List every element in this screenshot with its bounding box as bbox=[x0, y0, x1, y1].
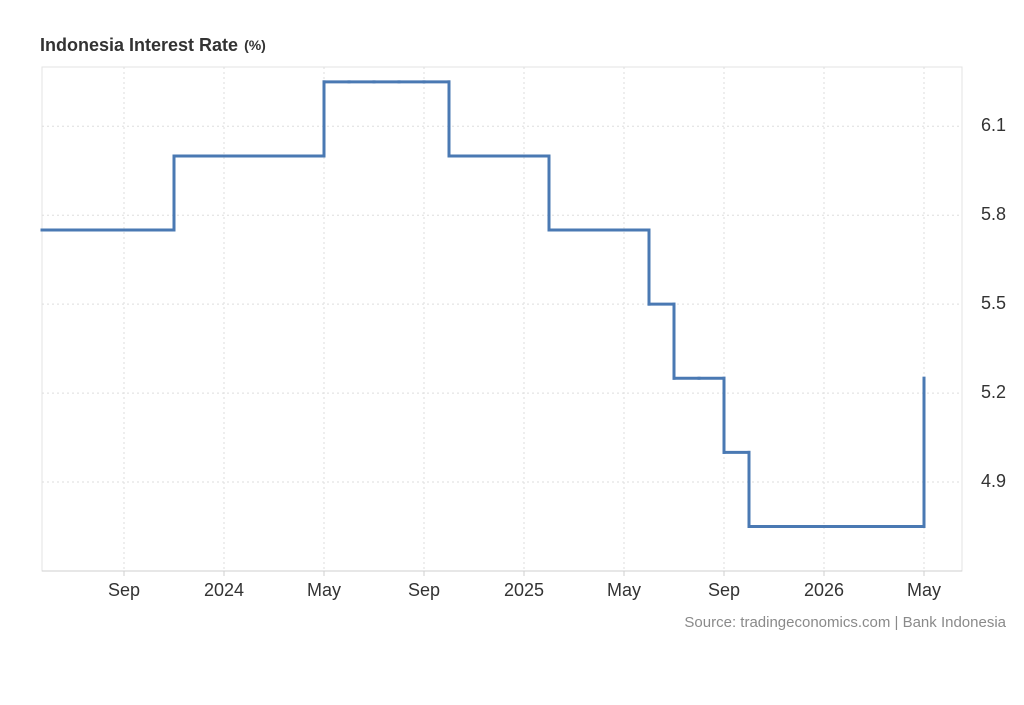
x-tick-label: Sep bbox=[408, 580, 440, 600]
y-tick-label: 4.9 bbox=[981, 471, 1006, 491]
x-tick-label: May bbox=[607, 580, 641, 600]
source-note: Source: tradingeconomics.com | Bank Indo… bbox=[684, 614, 1006, 631]
x-tick-label: Sep bbox=[708, 580, 740, 600]
x-tick-label: May bbox=[907, 580, 941, 600]
x-tick-label: Sep bbox=[108, 580, 140, 600]
title-text: Indonesia Interest Rate bbox=[40, 35, 238, 55]
x-tick-label: 2024 bbox=[204, 580, 244, 600]
chart-title: Indonesia Interest Rate (%) bbox=[40, 35, 266, 55]
x-tick-label: 2025 bbox=[504, 580, 544, 600]
unit-label: (%) bbox=[244, 37, 266, 53]
x-tick-label: May bbox=[307, 580, 341, 600]
x-tick-label: 2026 bbox=[804, 580, 844, 600]
y-tick-label: 5.5 bbox=[981, 293, 1006, 313]
y-tick-label: 5.2 bbox=[981, 382, 1006, 402]
y-tick-label: 6.1 bbox=[981, 115, 1006, 135]
y-tick-label: 5.8 bbox=[981, 204, 1006, 224]
